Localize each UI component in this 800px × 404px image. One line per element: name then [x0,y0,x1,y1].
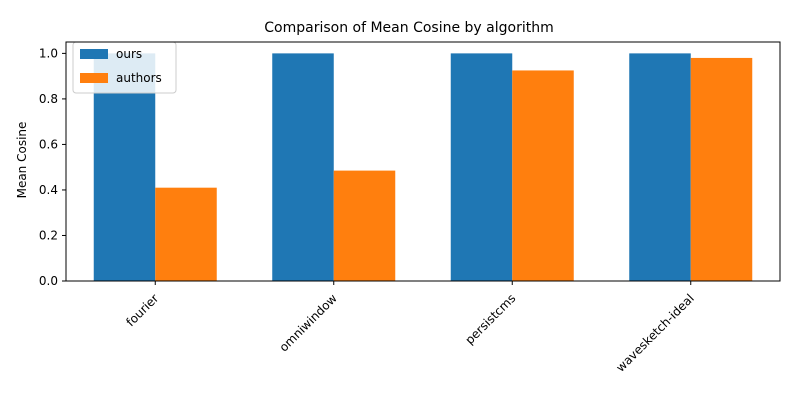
legend-label-authors: authors [116,71,162,85]
bar-authors-fourier [155,187,217,281]
bar-authors-wavesketch-ideal [690,57,753,282]
legend-swatch-ours [80,49,108,59]
bar-ours-omniwindow [272,53,334,281]
y-tick-label: 0.2 [39,228,58,242]
y-axis-label: Mean Cosine [15,122,29,199]
legend: ours authors [72,41,177,94]
bars-group [93,53,753,282]
y-tick-label: 1.0 [39,46,58,60]
x-tick-label-fourier: fourier [123,291,161,329]
plot-area [65,41,781,282]
bar-ours-persistcms [450,53,513,281]
bar-authors-persistcms [512,70,574,281]
y-tick-label: 0.6 [39,137,58,151]
legend-label-ours: ours [116,47,142,61]
y-tick-label: 0.8 [39,92,58,106]
bar-authors-omniwindow [333,170,396,281]
y-tick-label: 0.4 [39,183,58,197]
x-tick-label-wavesketch-ideal: wavesketch-ideal [613,291,696,374]
x-axis: fourier omniwindow persistcms wavesketch-id… [123,281,697,375]
legend-swatch-authors [80,73,108,83]
chart-title: Comparison of Mean Cosine by algorithm [264,20,553,36]
bar-ours-wavesketch-ideal [629,53,691,281]
y-tick-label: 0.0 [39,274,58,288]
plot-frame [65,41,781,282]
x-tick-label-persistcms: persistcms [462,291,518,347]
y-axis: 0.0 0.2 0.4 0.6 0.8 1.0 [39,46,66,288]
x-tick-label-omniwindow: omniwindow [277,291,340,354]
